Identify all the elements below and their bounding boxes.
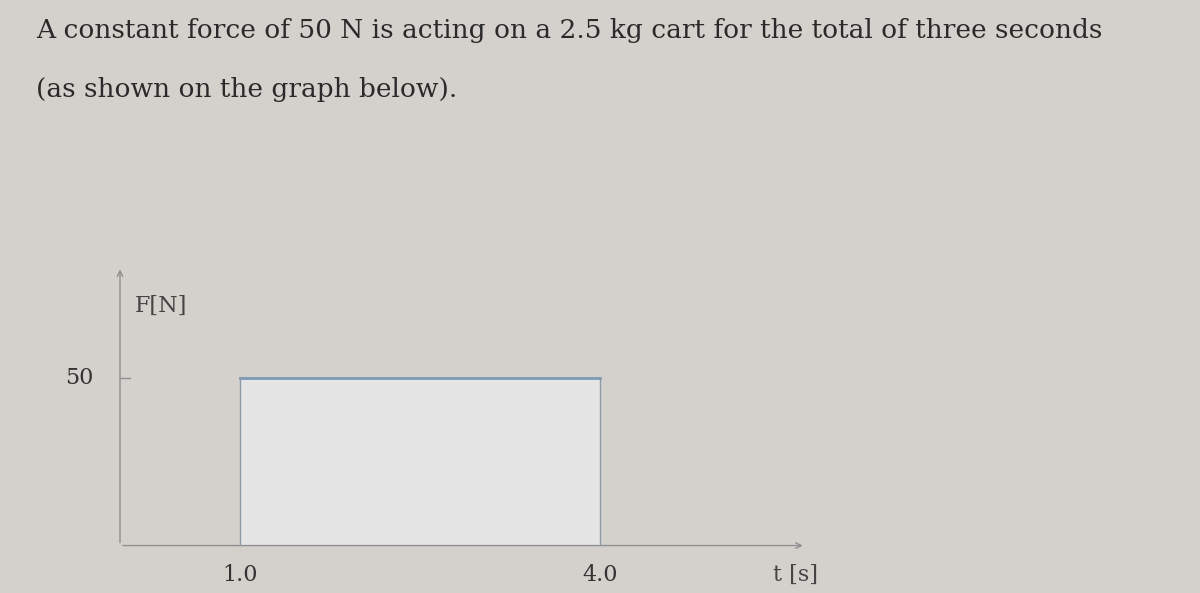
Text: (as shown on the graph below).: (as shown on the graph below).	[36, 77, 457, 102]
Text: F[N]: F[N]	[134, 295, 187, 317]
Bar	[240, 378, 600, 546]
Text: t [s]: t [s]	[773, 564, 817, 586]
Text: 50: 50	[65, 367, 94, 389]
Text: 4.0: 4.0	[582, 564, 618, 586]
Text: A constant force of 50 N is acting on a 2.5 kg cart for the total of three secon: A constant force of 50 N is acting on a …	[36, 18, 1103, 43]
Text: 1.0: 1.0	[222, 564, 258, 586]
